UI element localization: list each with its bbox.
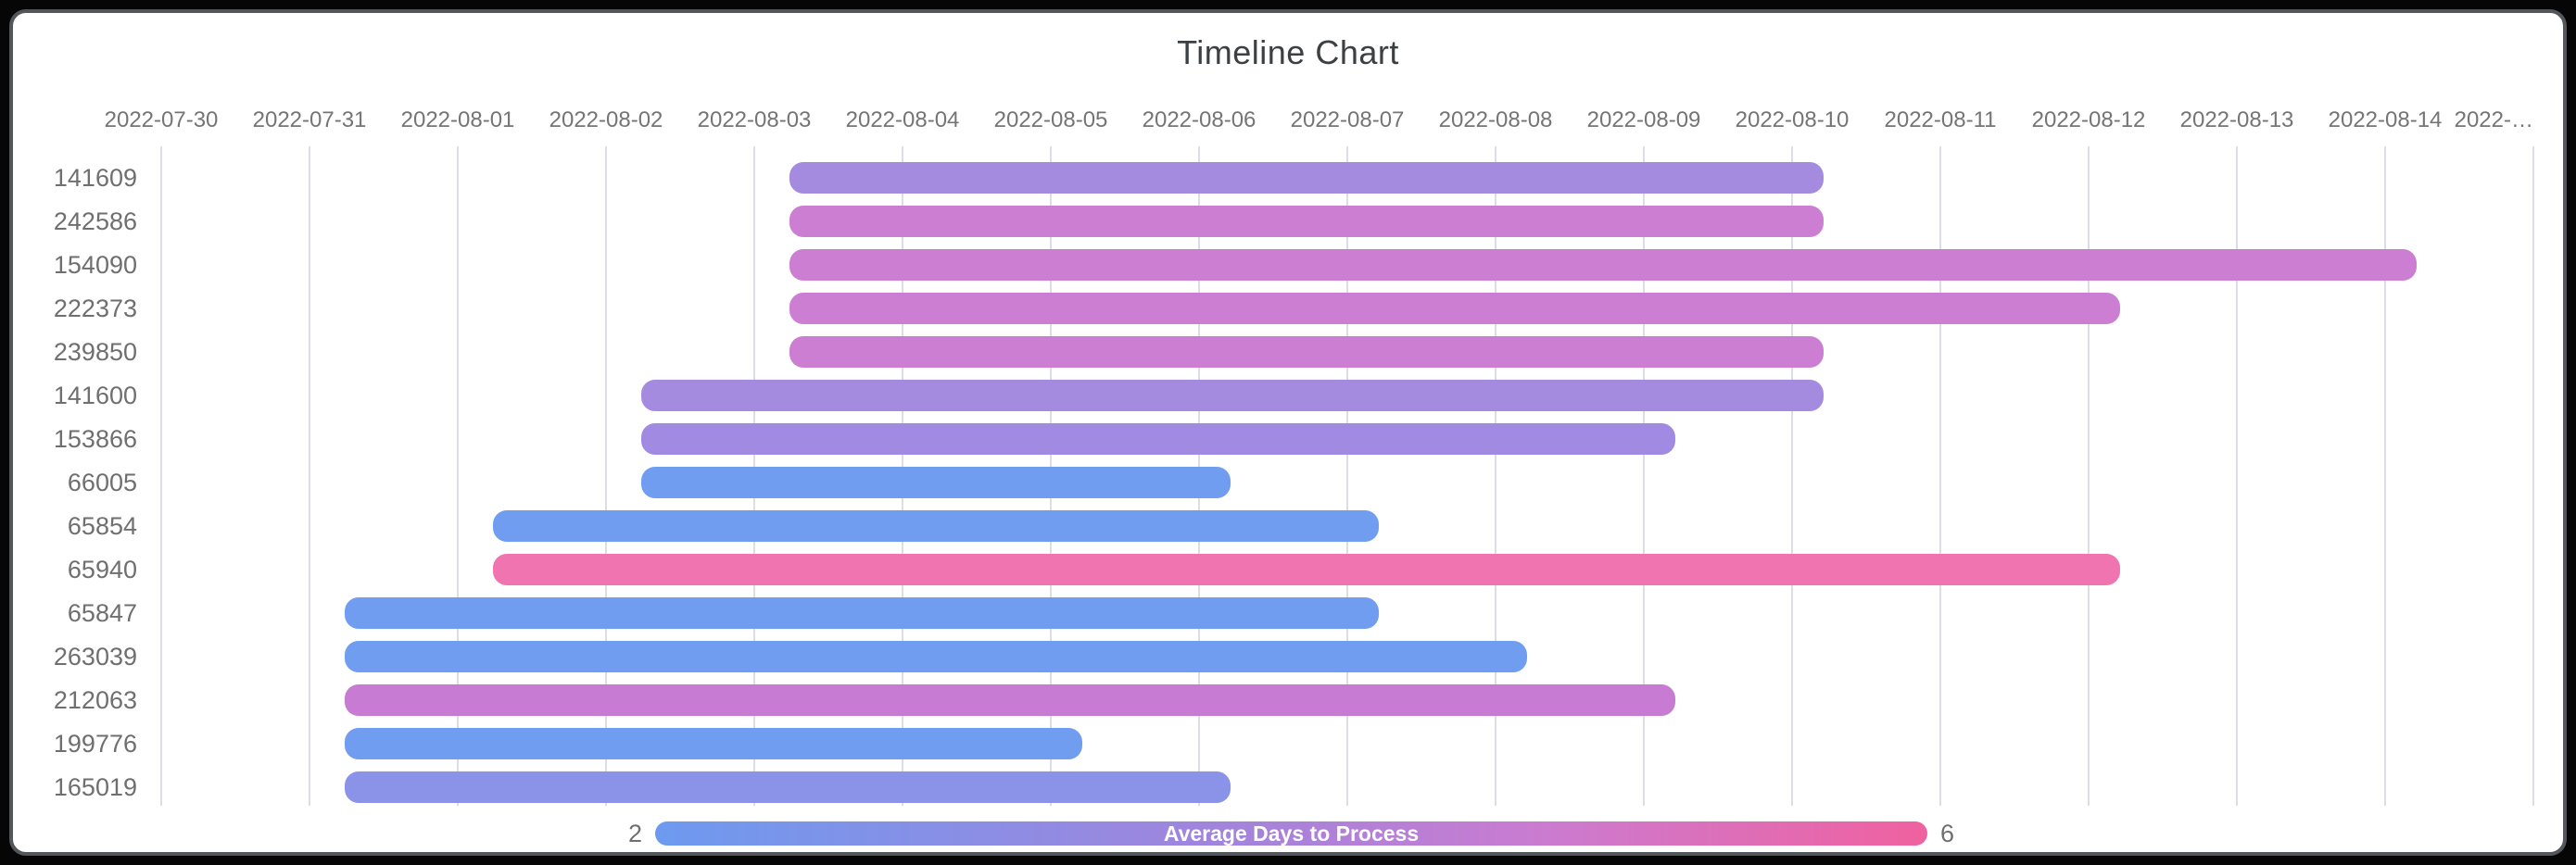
y-axis-label: 165019 xyxy=(53,773,137,801)
timeline-bar[interactable] xyxy=(641,380,1824,411)
legend-gradient-bar: Average Days to Process xyxy=(655,821,1927,846)
x-axis-label: 2022-08-14 xyxy=(2328,107,2443,132)
x-axis-label: 2022-08-01 xyxy=(400,107,515,132)
gridline xyxy=(309,146,310,806)
gridline xyxy=(1791,146,1793,806)
legend-title: Average Days to Process xyxy=(1163,821,1420,846)
x-axis-label: 2022-08-05 xyxy=(993,107,1108,132)
timeline-bar[interactable] xyxy=(345,684,1675,716)
y-axis-label: 212063 xyxy=(53,686,137,714)
timeline-bar[interactable] xyxy=(345,728,1082,759)
gridline xyxy=(1495,146,1496,806)
timeline-bar[interactable] xyxy=(789,293,2120,324)
gridline xyxy=(1939,146,1941,806)
x-axis-label: 2022-08-10 xyxy=(1735,107,1850,132)
chart-card: Timeline Chart 2022-07-30 2022-07-31 2022-… xyxy=(9,9,2567,856)
timeline-bar[interactable] xyxy=(641,467,1231,498)
gridline xyxy=(605,146,607,806)
chart-title: Timeline Chart xyxy=(1177,33,1399,71)
legend-min-label: 2 xyxy=(627,820,642,847)
y-axis-label: 65854 xyxy=(67,512,137,540)
legend-max-label: 6 xyxy=(1940,820,1955,847)
timeline-bar[interactable] xyxy=(345,771,1231,803)
y-axis-label: 141609 xyxy=(53,164,137,192)
gridline xyxy=(2384,146,2386,806)
y-axis-label: 239850 xyxy=(53,338,137,366)
gridline xyxy=(1346,146,1348,806)
timeline-bar[interactable] xyxy=(641,423,1675,455)
x-axis-label: 2022-08-09 xyxy=(1586,107,1701,132)
y-axis-label: 242586 xyxy=(53,207,137,235)
y-axis-label: 65847 xyxy=(67,599,137,627)
gridline xyxy=(160,146,162,806)
x-axis-label: 2022-07-31 xyxy=(252,107,367,132)
gridline xyxy=(2088,146,2090,806)
y-axis-label: 199776 xyxy=(53,730,137,758)
timeline-chart: Timeline Chart 2022-07-30 2022-07-31 2022-… xyxy=(13,13,2563,852)
gridline xyxy=(2532,146,2534,806)
timeline-bar[interactable] xyxy=(789,336,1824,368)
x-axis-label: 2022-08-08 xyxy=(1438,107,1553,132)
x-axis-label: 2022-08-02 xyxy=(549,107,663,132)
timeline-bar[interactable] xyxy=(789,249,2417,281)
legend: 2 Average Days to Process 6 xyxy=(628,821,1954,846)
x-axis-label: 2022-08-06 xyxy=(1142,107,1256,132)
timeline-bar[interactable] xyxy=(345,597,1379,629)
y-axis-label: 66005 xyxy=(67,469,137,496)
y-axis-label: 222373 xyxy=(53,295,137,322)
timeline-bar[interactable] xyxy=(493,554,2120,585)
timeline-bar[interactable] xyxy=(345,641,1527,672)
timeline-bar[interactable] xyxy=(789,162,1824,194)
x-axis-label: 2022-08-03 xyxy=(697,107,812,132)
x-axis-label: 2022-08-11 xyxy=(1884,107,1997,132)
y-axis-label: 154090 xyxy=(53,251,137,279)
x-axis-label: 2022-08-07 xyxy=(1290,107,1405,132)
y-axis-label: 65940 xyxy=(67,556,137,583)
y-axis-label: 263039 xyxy=(53,643,137,671)
gridline xyxy=(2236,146,2238,806)
timeline-bar[interactable] xyxy=(789,206,1824,237)
x-axis-label: 2022-… xyxy=(2454,107,2533,132)
y-axis-label: 153866 xyxy=(53,425,137,453)
x-axis-label: 2022-07-30 xyxy=(104,107,219,132)
y-axis-label: 141600 xyxy=(53,382,137,409)
x-axis-label: 2022-08-13 xyxy=(2179,107,2294,132)
x-axis-label: 2022-08-04 xyxy=(845,107,960,132)
gridline xyxy=(1643,146,1645,806)
timeline-bar[interactable] xyxy=(493,510,1379,542)
gridline xyxy=(457,146,459,806)
x-axis-label: 2022-08-12 xyxy=(2031,107,2146,132)
